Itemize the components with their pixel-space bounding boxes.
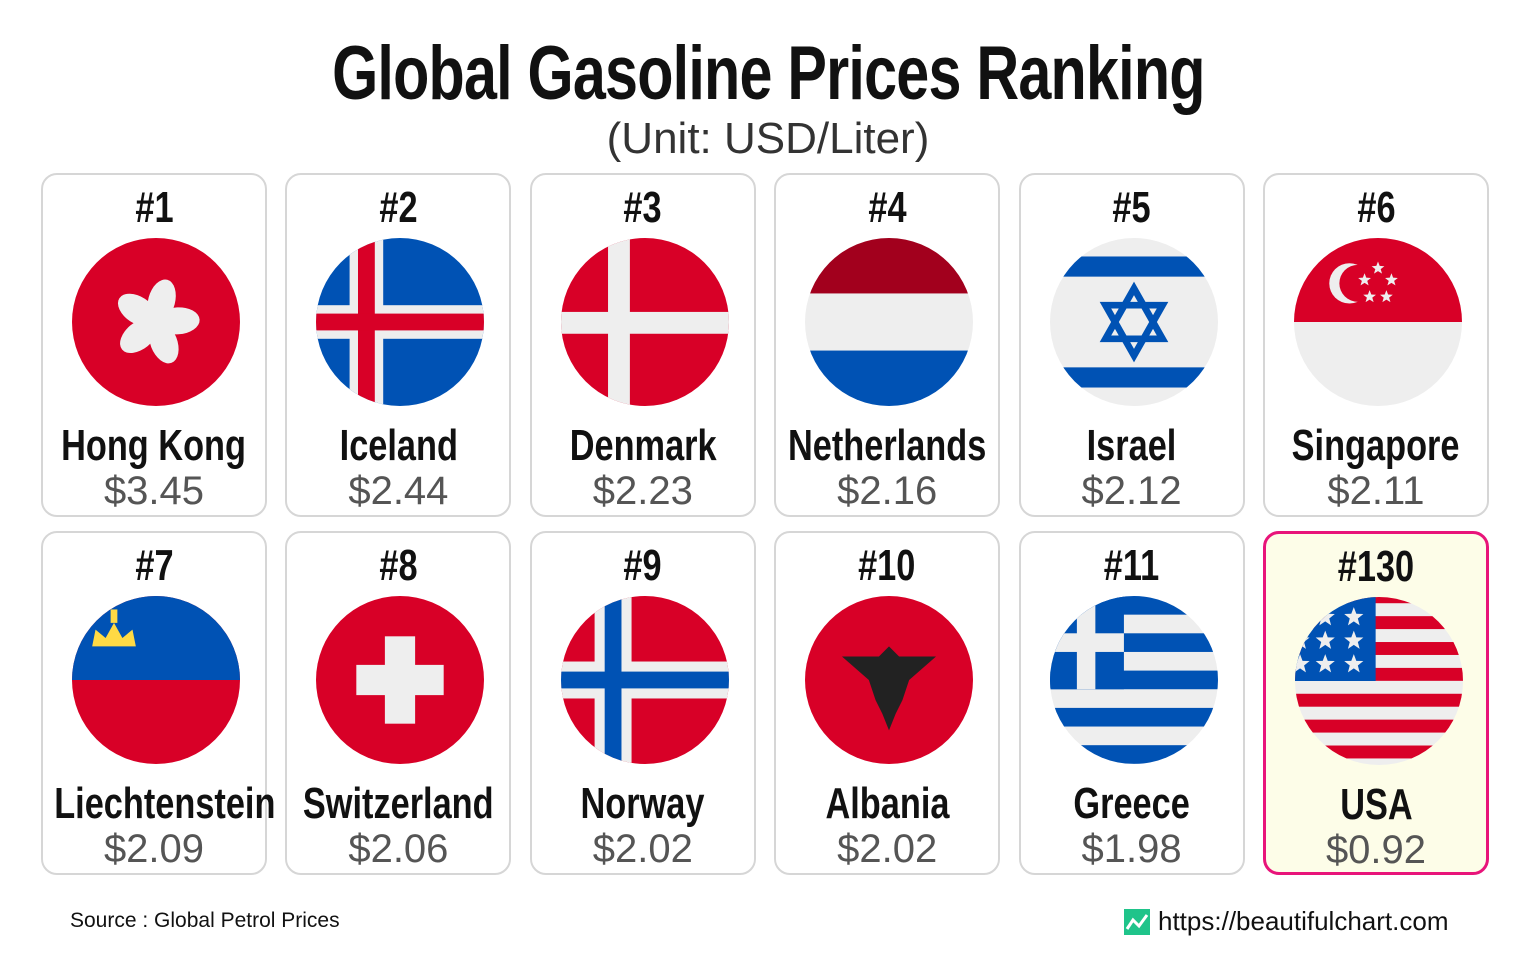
rank-label: #9 [623, 541, 662, 590]
flag-al-icon [805, 596, 974, 764]
country-card: #10 Albania $2.02 [774, 531, 1001, 875]
flag-il-icon [1049, 238, 1218, 406]
rank-label: #1 [134, 183, 174, 232]
price-label: $2.16 [837, 469, 938, 513]
price-label: $2.06 [348, 827, 449, 871]
country-card: #8 Switzerland $2.06 [285, 531, 512, 875]
country-name: Israel [1086, 421, 1177, 470]
country-card: #130 USA $0.92 [1263, 531, 1489, 875]
rank-label: #11 [1103, 541, 1160, 590]
price-label: $2.02 [837, 827, 938, 871]
country-name: Albania [825, 779, 950, 828]
rank-label: #4 [868, 183, 907, 232]
price-label: $2.44 [348, 469, 449, 513]
rank-label: #3 [623, 183, 662, 232]
country-name: Singapore [1292, 421, 1460, 470]
flag-hk-icon [72, 238, 240, 406]
country-name: Iceland [339, 421, 458, 470]
price-label: $0.92 [1325, 828, 1427, 872]
country-name: Switzerland [303, 779, 494, 828]
flag-us-icon [1295, 597, 1463, 765]
country-name: Hong Kong [61, 421, 247, 470]
rank-label: #10 [858, 541, 916, 590]
chart-logo-icon [1124, 908, 1150, 935]
price-label: $2.23 [592, 469, 693, 513]
price-label: $1.98 [1081, 827, 1182, 871]
country-name: Denmark [569, 421, 717, 470]
flag-sg-icon [1294, 238, 1462, 406]
country-name: Netherlands [788, 421, 987, 470]
country-card: #1 Hong Kong $3.45 [41, 173, 267, 517]
flag-dk-icon [560, 238, 729, 406]
price-label: $2.11 [1327, 469, 1425, 513]
price-label: $2.12 [1081, 469, 1182, 513]
country-card: #9 Norway $2.02 [529, 531, 756, 875]
country-card: #7 Liechtenstein $2.09 [41, 531, 275, 875]
country-name: Liechtenstein [54, 779, 276, 828]
country-name: USA [1339, 780, 1413, 829]
flag-is-icon [316, 238, 485, 406]
country-name: Greece [1073, 779, 1190, 828]
rank-label: #8 [379, 541, 418, 590]
rank-label: #2 [379, 183, 418, 232]
country-card: #4 Netherlands $2.16 [774, 173, 1001, 517]
country-card: #11 Greece $1.98 [1018, 531, 1245, 875]
flag-no-icon [560, 596, 729, 764]
price-label: $2.02 [592, 827, 693, 871]
flag-nl-icon [805, 238, 974, 406]
rank-label: #7 [134, 541, 174, 590]
country-card: #6 Singapore $2.11 [1263, 173, 1489, 517]
price-label: $3.45 [103, 469, 205, 513]
rank-label: #6 [1356, 183, 1396, 232]
source-note: Source : Global Petrol Prices [70, 909, 340, 932]
flag-li-icon [72, 596, 240, 764]
rank-label: #5 [1112, 183, 1151, 232]
flag-ch-icon [316, 596, 485, 764]
rank-label: #130 [1337, 542, 1415, 591]
price-label: $2.09 [103, 827, 205, 871]
site-link[interactable]: https://beautifulchart.com [1124, 906, 1448, 937]
site-url[interactable]: https://beautifulchart.com [1158, 906, 1449, 936]
country-card: #3 Denmark $2.23 [529, 173, 756, 517]
country-card: #5 Israel $2.12 [1018, 173, 1245, 517]
page-title: Global Gasoline Prices Ranking [331, 31, 1205, 116]
flag-gr-icon [1049, 596, 1218, 764]
country-card: #2 Iceland $2.44 [285, 173, 512, 517]
country-name: Norway [580, 779, 705, 828]
unit-subtitle: (Unit: USD/Liter) [606, 114, 930, 163]
